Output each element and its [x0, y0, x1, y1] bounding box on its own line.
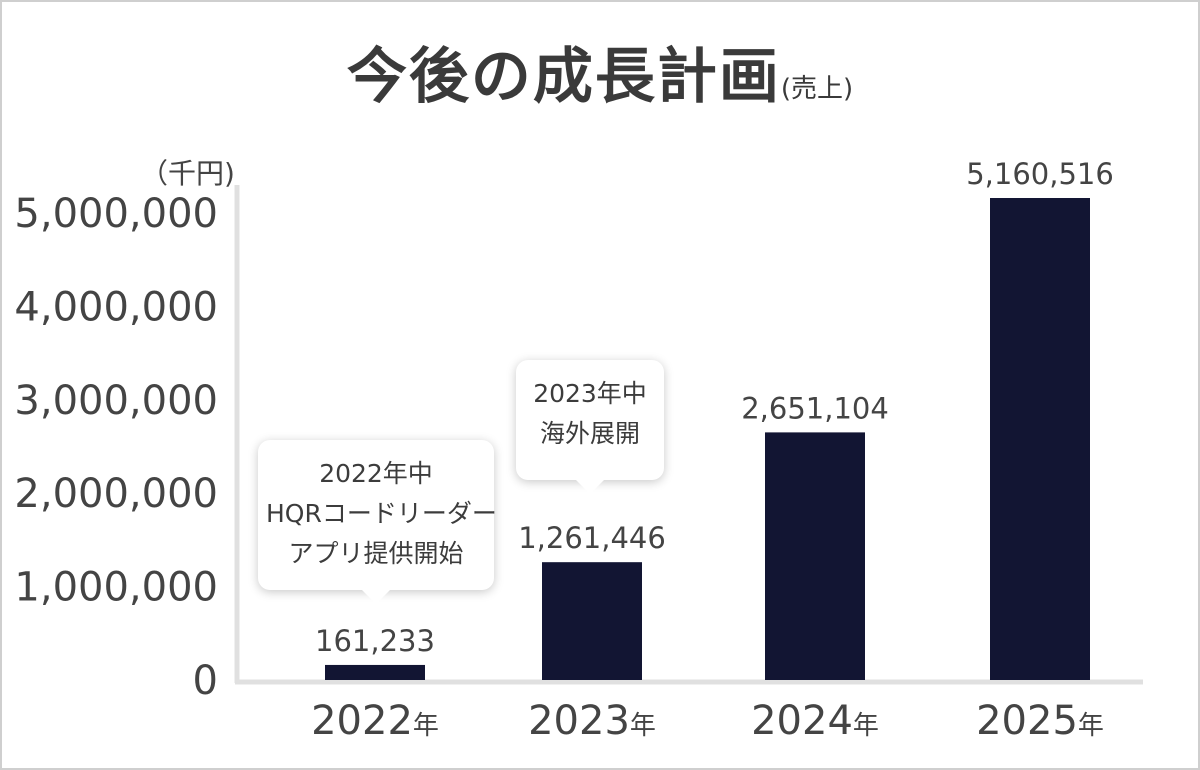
value-label: 2,651,104 — [741, 391, 889, 425]
bar-2023 — [542, 562, 642, 680]
y-tick-label: 5,000,000 — [14, 191, 218, 237]
callout-line: 海外展開 — [539, 419, 640, 448]
y-tick-labels: 0 1,000,000 2,000,000 3,000,000 4,000,000 5,0… — [14, 191, 218, 704]
callout-2023: 2023年中 海外展開 — [516, 360, 664, 494]
category-label: 2023年 — [528, 698, 656, 744]
y-tick-label: 2,000,000 — [14, 471, 218, 517]
callout-line: HQRコードリーダー — [266, 499, 497, 528]
y-tick-label: 0 — [193, 658, 218, 704]
chart-title-sub: (売上) — [780, 74, 854, 104]
value-labels: 161,233 1,261,446 2,651,104 5,160,516 — [315, 157, 1114, 658]
category-labels: 2022年 2023年 2024年 2025年 — [311, 698, 1104, 744]
callout-line: 2023年中 — [533, 379, 647, 408]
category-label: 2025年 — [976, 698, 1104, 744]
bars — [325, 198, 1090, 680]
value-label: 161,233 — [315, 624, 435, 658]
category-label: 2024年 — [751, 698, 879, 744]
callout-2022: 2022年中 HQRコードリーダーアプリ提供開始 — [258, 440, 497, 604]
callout-line: アプリ提供開始 — [288, 539, 464, 568]
callout-line: 2022年中 — [319, 459, 433, 488]
y-axis-unit-label: （千円) — [140, 157, 235, 190]
bar-2022 — [325, 664, 425, 680]
y-tick-label: 1,000,000 — [14, 565, 218, 611]
y-tick-label: 4,000,000 — [14, 284, 218, 330]
bar-2024 — [765, 432, 865, 680]
value-label: 5,160,516 — [966, 157, 1114, 191]
value-label: 1,261,446 — [518, 521, 666, 555]
chart-title: 今後の成長計画(売上) — [0, 28, 1200, 115]
y-tick-label: 3,000,000 — [14, 378, 218, 424]
bar-2025 — [990, 198, 1090, 680]
chart-title-main: 今後の成長計画 — [346, 42, 781, 112]
category-label: 2022年 — [311, 698, 439, 744]
